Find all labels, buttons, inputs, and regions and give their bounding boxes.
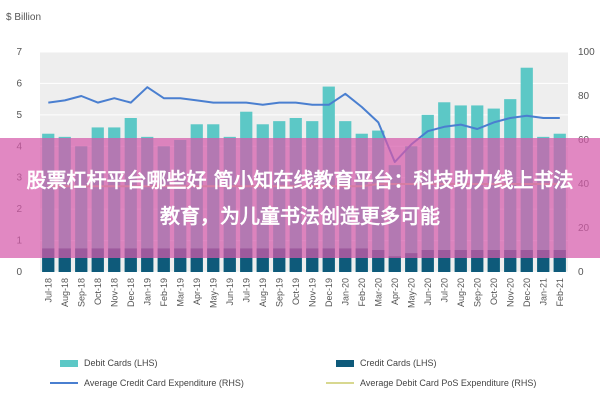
x-tick-label: Dec-20: [522, 278, 532, 307]
legend-swatch-avg-credit-expenditure: [50, 382, 78, 384]
x-tick-label: Jun-20: [423, 278, 433, 306]
left-tick-label: 0: [16, 267, 22, 278]
left-tick-label: 7: [16, 47, 22, 58]
legend-swatch-debit-cards: [60, 359, 78, 367]
x-tick-label: Dec-19: [324, 278, 334, 307]
x-tick-label: Oct-19: [291, 278, 301, 305]
x-tick-label: Nov-19: [307, 278, 317, 307]
left-tick-label: 5: [16, 110, 22, 121]
x-tick-label: Apr-20: [390, 278, 400, 305]
x-tick-label: Jul-19: [241, 278, 251, 303]
right-tick-label: 0: [578, 267, 584, 278]
x-tick-label: Aug-19: [258, 278, 268, 307]
banner-text: 股票杠杆平台哪些好 简小知在线教育平台：科技助力线上书法教育，为儿童书法创造更多…: [26, 168, 574, 228]
legend-item-avg-credit-expenditure: Average Credit Card Expenditure (RHS): [50, 378, 244, 388]
x-tick-label: Mar-19: [175, 278, 185, 307]
x-tick-label: Aug-20: [456, 278, 466, 307]
x-tick-label: Jun-19: [225, 278, 235, 306]
x-tick-label: Dec-18: [126, 278, 136, 307]
bar-credit-cards: [388, 256, 401, 272]
legend-swatch-avg-debit-pos-expenditure: [326, 382, 354, 384]
x-tick-label: Nov-20: [505, 278, 515, 307]
x-tick-label: Oct-18: [93, 278, 103, 305]
x-tick-label: Sep-18: [76, 278, 86, 307]
right-tick-label: 80: [578, 91, 590, 102]
legend-item-avg-debit-pos-expenditure: Average Debit Card PoS Expenditure (RHS): [326, 378, 536, 388]
overlay-banner: 股票杠杆平台哪些好 简小知在线教育平台：科技助力线上书法教育，为儿童书法创造更多…: [0, 138, 600, 258]
x-tick-label: Jan-19: [142, 278, 152, 306]
x-tick-label: Aug-18: [60, 278, 70, 307]
line-avg-credit-expenditure: [48, 86, 560, 163]
x-tick-label: Feb-19: [159, 278, 169, 307]
right-tick-label: 100: [578, 47, 595, 58]
legend-label-debit-cards: Debit Cards (LHS): [84, 358, 158, 368]
x-tick-label: Mar-20: [373, 278, 383, 307]
x-tick-label: Jan-20: [340, 278, 350, 306]
x-tick-label: Nov-18: [109, 278, 119, 307]
x-tick-label: Feb-21: [555, 278, 565, 307]
x-tick-label: Oct-20: [489, 278, 499, 305]
x-tick-label: Jul-18: [43, 278, 53, 303]
x-tick-label: Sep-19: [274, 278, 284, 307]
x-tick-label: Feb-20: [357, 278, 367, 307]
legend-item-debit-cards: Debit Cards (LHS): [60, 358, 158, 368]
x-tick-label: May-19: [208, 278, 218, 308]
legend: Debit Cards (LHS) Credit Cards (LHS) Ave…: [40, 352, 580, 396]
legend-swatch-credit-cards: [336, 359, 354, 367]
left-axis-label: $ Billion: [6, 12, 41, 23]
legend-label-avg-credit-expenditure: Average Credit Card Expenditure (RHS): [84, 378, 244, 388]
x-tick-label: Jul-20: [439, 278, 449, 303]
legend-label-credit-cards: Credit Cards (LHS): [360, 358, 437, 368]
x-axis-ticks: Jul-18 Aug-18 Sep-18 Oct-18 Nov-18 Dec-18 Jan-…: [43, 278, 565, 308]
x-tick-label: Apr-19: [192, 278, 202, 305]
x-tick-label: Sep-20: [472, 278, 482, 307]
legend-item-credit-cards: Credit Cards (LHS): [336, 358, 437, 368]
x-tick-label: Jan-21: [538, 278, 548, 306]
x-tick-label: May-20: [406, 278, 416, 308]
legend-label-avg-debit-pos-expenditure: Average Debit Card PoS Expenditure (RHS): [360, 378, 537, 388]
left-tick-label: 6: [16, 78, 22, 89]
